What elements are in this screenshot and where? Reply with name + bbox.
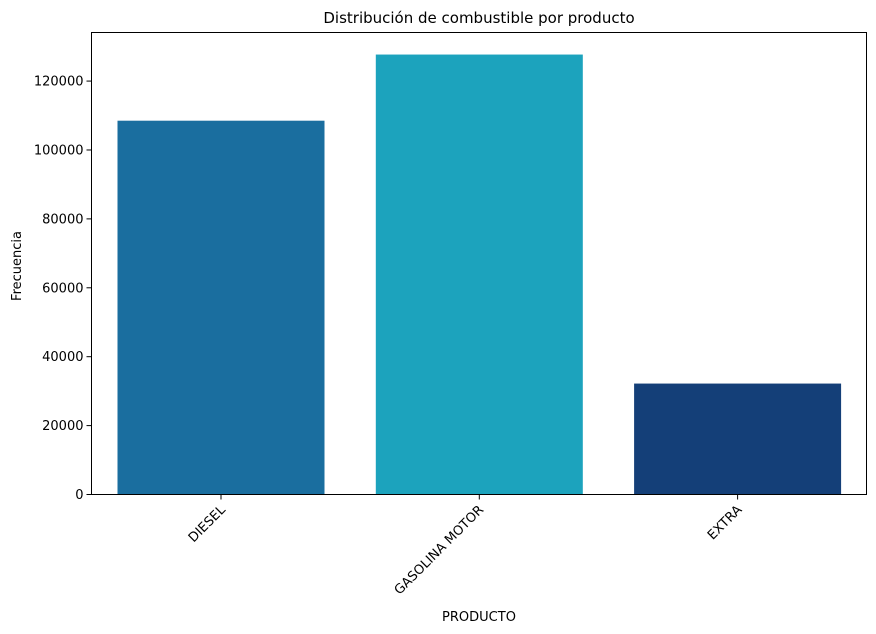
x-axis-label: PRODUCTO — [442, 610, 516, 625]
y-tick-label-4: 80000 — [42, 212, 83, 227]
plot-frame — [91, 32, 867, 495]
y-tick-label-6: 120000 — [34, 75, 84, 90]
bars-group — [117, 54, 842, 495]
y-tick-label-0: 0 — [75, 488, 83, 503]
y-tick-label-1: 20000 — [42, 419, 83, 434]
y-axis-ticks: 0 20000 40000 60000 80000 100000 120000 — [34, 75, 92, 503]
y-axis-label: Frecuencia — [10, 231, 25, 301]
y-tick-label-2: 40000 — [42, 350, 83, 365]
chart-title: Distribución de combustible por producto — [323, 9, 634, 27]
y-tick-label-3: 60000 — [42, 281, 83, 296]
y-tick-label-5: 100000 — [34, 143, 84, 158]
bar-1 — [375, 54, 583, 495]
bar-2 — [634, 383, 842, 495]
bar-0 — [117, 120, 325, 495]
